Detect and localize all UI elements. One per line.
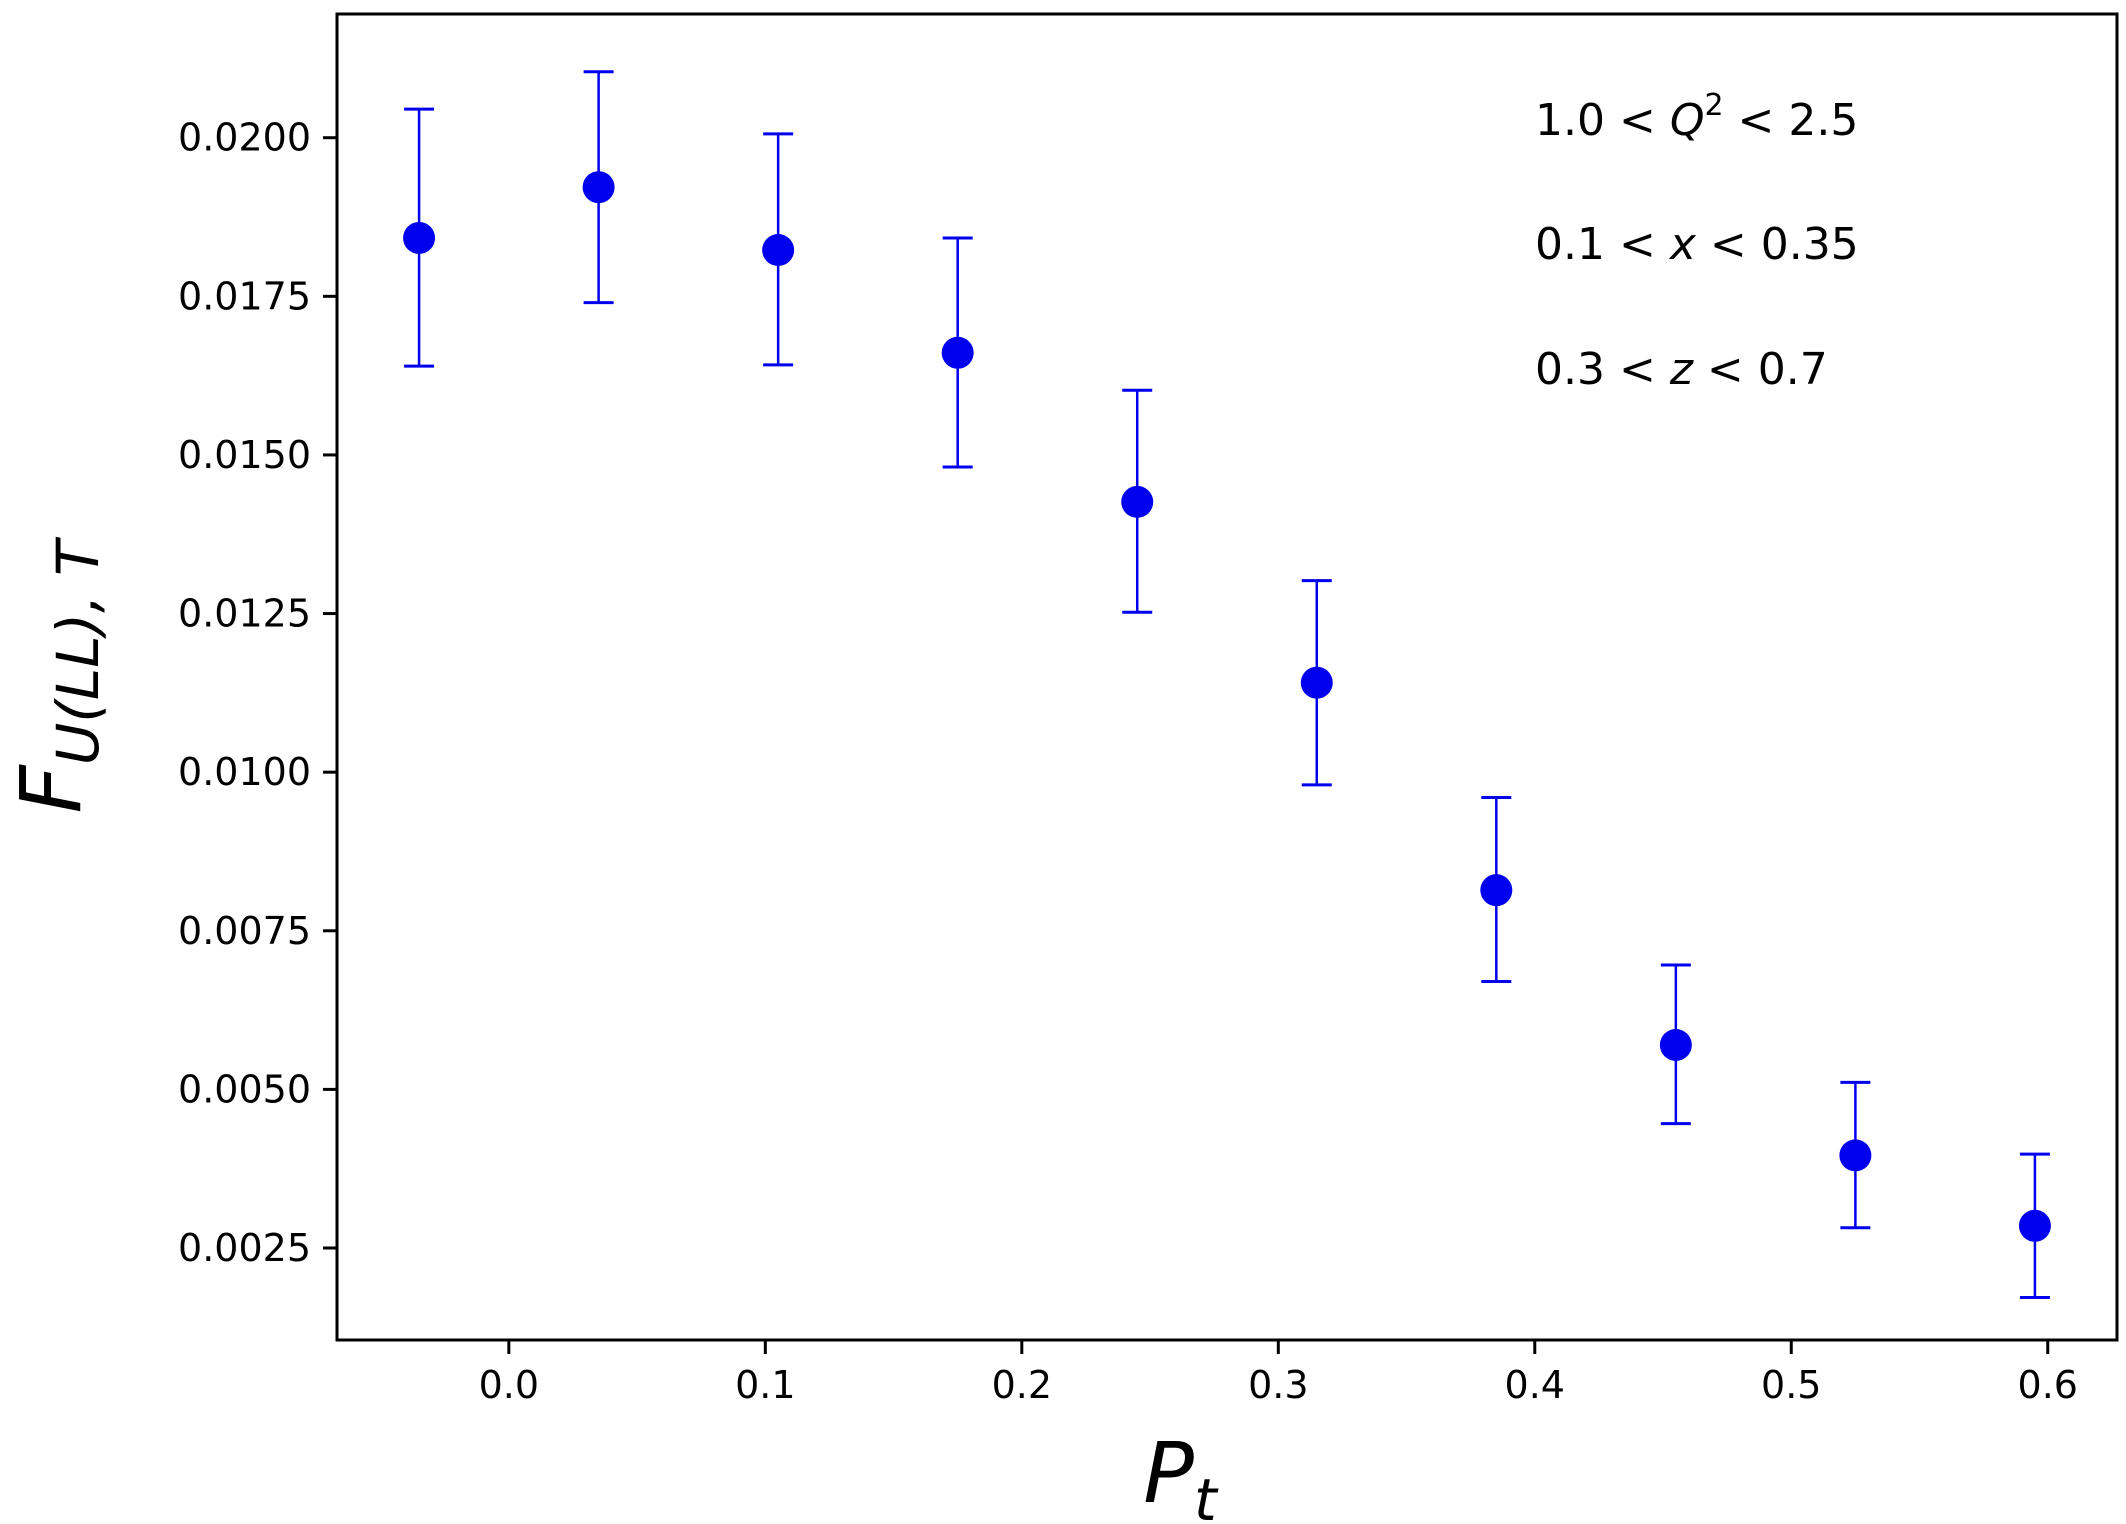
data-point	[1839, 1139, 1872, 1172]
point-group	[403, 171, 2051, 1242]
y-tick-label: 0.0100	[178, 750, 311, 794]
data-point	[1659, 1028, 1692, 1061]
data-point	[762, 234, 795, 267]
x-axis-label: Pt	[1143, 1424, 1219, 1524]
annotation-q2-range: 1.0 < Q2 < 2.5	[1535, 88, 1858, 146]
y-tick-label: 0.0125	[178, 592, 311, 636]
y-axis-label: FU(LL), T	[2, 536, 112, 814]
annotation-z-range: 0.3 < z < 0.7	[1535, 344, 1828, 395]
y-tick-label: 0.0200	[178, 116, 311, 160]
x-tick-label: 0.6	[2018, 1363, 2078, 1407]
data-point	[1480, 874, 1513, 907]
x-tick-label: 0.4	[1505, 1363, 1565, 1407]
y-tick-label: 0.0075	[178, 909, 311, 953]
data-point	[2018, 1209, 2051, 1242]
y-tick-label: 0.0175	[178, 274, 311, 318]
y-tick-label: 0.0050	[178, 1067, 311, 1111]
x-tick-label: 0.5	[1761, 1363, 1821, 1407]
data-point	[582, 171, 615, 204]
x-tick-label: 0.1	[735, 1363, 795, 1407]
y-tick-label: 0.0150	[178, 433, 311, 477]
annotation-group: 1.0 < Q2 < 2.5 0.1 < x < 0.35 0.3 < z < …	[1535, 88, 1859, 395]
plot-frame	[335, 12, 2119, 1342]
x-tick-label: 0.0	[479, 1363, 539, 1407]
data-point	[403, 221, 436, 254]
x-tick-label: 0.3	[1248, 1363, 1308, 1407]
data-point	[941, 336, 974, 369]
data-point	[1300, 666, 1333, 699]
y-axis-ticks: 0.0025 0.0050 0.0075 0.0100 0.0125 0.0150 0.01…	[178, 116, 337, 1270]
x-tick-label: 0.2	[992, 1363, 1052, 1407]
data-point	[1121, 485, 1154, 518]
x-axis-ticks: 0.0 0.1 0.2 0.3 0.4 0.5 0.6	[479, 1340, 2078, 1407]
annotation-x-range: 0.1 < x < 0.35	[1535, 219, 1859, 270]
y-tick-label: 0.0025	[178, 1226, 311, 1270]
